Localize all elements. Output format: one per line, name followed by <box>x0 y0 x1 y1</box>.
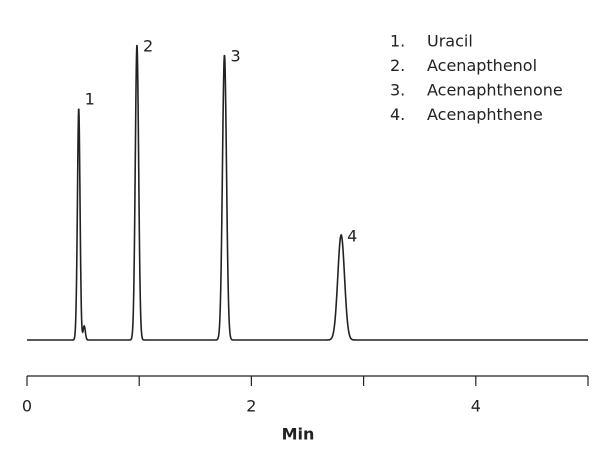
x-tick-label: 2 <box>246 397 256 416</box>
peak-label: 2 <box>143 37 153 56</box>
peak-label: 4 <box>347 227 357 246</box>
legend-number: 4. <box>390 105 405 124</box>
legend-name: Acenaphthenone <box>427 81 563 100</box>
x-tick-label: 4 <box>471 397 481 416</box>
legend-name: Acenaphthene <box>427 105 543 124</box>
legend-name: Acenapthenol <box>427 56 537 75</box>
x-tick-label: 0 <box>22 397 32 416</box>
legend-number: 3. <box>390 81 405 100</box>
x-axis-label: Min <box>282 425 315 444</box>
peak-label: 1 <box>85 90 95 109</box>
trace <box>27 44 588 341</box>
legend-name: Uracil <box>427 32 473 51</box>
peak-label: 3 <box>230 47 240 66</box>
legend-number: 2. <box>390 56 405 75</box>
legend-number: 1. <box>390 32 405 51</box>
